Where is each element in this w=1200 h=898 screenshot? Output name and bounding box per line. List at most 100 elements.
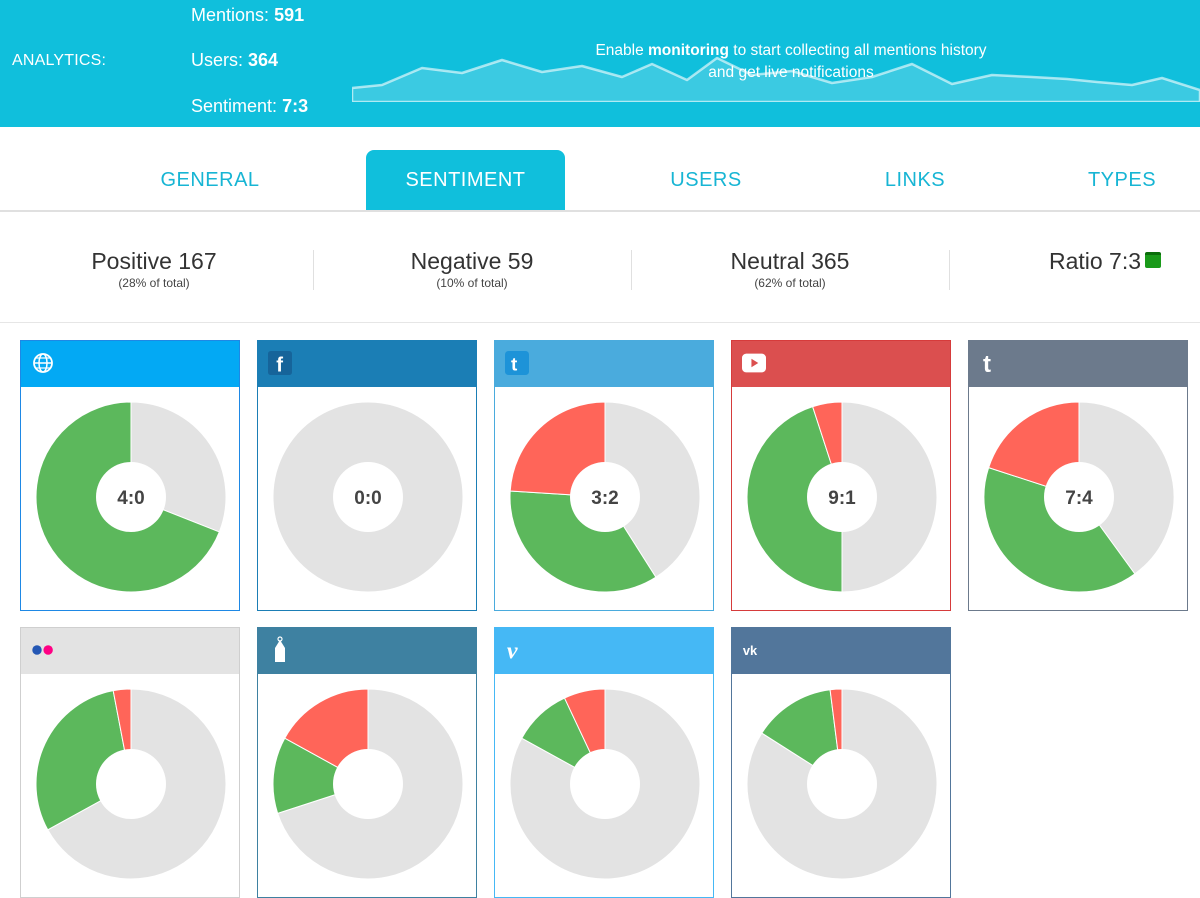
summary-divider [313, 250, 314, 290]
source-card-web[interactable]: 4:0 [20, 340, 240, 611]
facebook-icon: f [268, 351, 292, 376]
ratio-text: Ratio 7:3 [1048, 248, 1142, 274]
tab-types[interactable]: TYPES [1087, 169, 1157, 191]
neutral-segment [841, 401, 938, 593]
donut-hole [333, 749, 403, 819]
positive-segment [983, 467, 1136, 593]
neutral-segment [604, 401, 701, 578]
source-card-youtube[interactable]: 9:1 [731, 340, 951, 611]
neutral-summary: Neutral 365 (62% of total) [630, 248, 950, 290]
source-ratio-label: 9:1 [828, 488, 856, 509]
vimeo-icon: v [505, 638, 529, 662]
sentiment-donut-chart: 4:0 [35, 401, 227, 593]
source-card-tumblr[interactable]: t 7:4 [968, 340, 1188, 611]
source-card-header: v [495, 628, 713, 674]
users-stat: Users: 364 [191, 50, 278, 71]
source-card-twitter[interactable]: t 3:2 [494, 340, 714, 611]
donut-hole [570, 462, 640, 532]
analytics-banner: ANALYTICS: Mentions: 591 Users: 364 Sent… [0, 0, 1200, 127]
sentiment-label: Sentiment: [191, 96, 278, 116]
sentiment-donut-chart: 9:1 [746, 401, 938, 593]
negative-percent: (10% of total) [436, 276, 508, 290]
donut-hole [570, 749, 640, 819]
positive-summary: Positive 167 (28% of total) [0, 248, 314, 290]
forum-icon [268, 636, 292, 662]
monitoring-link[interactable]: monitoring [648, 42, 729, 59]
tab-general[interactable]: GENERAL [160, 169, 260, 191]
mentions-value: 591 [274, 5, 305, 25]
source-card-flickr[interactable] [20, 627, 240, 898]
cta-text-end: to start collecting all mentions history… [708, 42, 987, 81]
tab-links[interactable]: LINKS [884, 169, 946, 191]
cta-text-start: Enable [595, 42, 644, 59]
sentiment-donut-chart: 3:2 [509, 401, 701, 593]
source-card-header: vk [732, 628, 950, 674]
source-card-header: f [258, 341, 476, 387]
sentiment-donut-chart [272, 688, 464, 880]
tab-sentiment[interactable]: SENTIMENT [366, 150, 565, 210]
tumblr-icon: t [979, 351, 1003, 376]
negative-summary: Negative 59 (10% of total) [312, 248, 632, 290]
analytics-label: ANALYTICS: [12, 52, 107, 69]
donut-hole [1044, 462, 1114, 532]
sentiment-value: 7:3 [282, 96, 309, 116]
sentiment-summary: Positive 167 (28% of total) Negative 59 … [0, 212, 1200, 323]
negative-count: Negative 59 [410, 248, 534, 274]
globe-icon [31, 351, 55, 375]
mentions-label: Mentions: [191, 5, 270, 25]
source-card-facebook[interactable]: f 0:0 [257, 340, 477, 611]
sentiment-donut-chart [509, 688, 701, 880]
source-ratio-label: 7:4 [1065, 488, 1093, 509]
sentiment-donut-chart: 7:4 [983, 401, 1175, 593]
source-card-header [21, 341, 239, 387]
svg-text:f: f [276, 354, 283, 376]
mentions-stat: Mentions: 591 [191, 5, 304, 26]
source-card-forum[interactable] [257, 627, 477, 898]
neutral-percent: (62% of total) [754, 276, 826, 290]
donut-hole [96, 749, 166, 819]
positive-segment [509, 490, 657, 593]
positive-percent: (28% of total) [118, 276, 190, 290]
source-card-header: t [969, 341, 1187, 387]
source-card-vimeo[interactable]: v [494, 627, 714, 898]
source-card-header [21, 628, 239, 674]
summary-divider [949, 250, 950, 290]
source-card-header: t [495, 341, 713, 387]
tab-bar: GENERAL SENTIMENT USERS LINKS TYPES [0, 127, 1200, 212]
svg-text:t: t [983, 351, 991, 376]
donut-hole [807, 462, 877, 532]
svg-text:v: v [507, 638, 518, 662]
source-card-vk[interactable]: vk [731, 627, 951, 898]
youtube-icon [742, 351, 766, 375]
sentiment-donut-chart [35, 688, 227, 880]
donut-hole [333, 462, 403, 532]
neutral-segment [1078, 401, 1175, 575]
svg-text:t: t [511, 354, 518, 375]
summary-divider [631, 250, 632, 290]
ratio-value: Ratio 7:3 [945, 248, 1200, 275]
ratio-summary: Ratio 7:3 [945, 248, 1200, 275]
sentiment-stat: Sentiment: 7:3 [191, 96, 308, 117]
ratio-indicator-icon [1145, 251, 1162, 268]
mentions-sparkline [352, 56, 1200, 102]
tab-users[interactable]: USERS [670, 169, 742, 191]
source-ratio-label: 4:0 [117, 488, 144, 509]
svg-text:vk: vk [743, 643, 758, 658]
positive-count: Positive 167 [91, 248, 217, 274]
donut-hole [807, 749, 877, 819]
flickr-icon [31, 638, 55, 662]
donut-hole [96, 462, 166, 532]
neutral-count: Neutral 365 [730, 248, 850, 274]
source-ratio-label: 0:0 [354, 488, 381, 509]
sentiment-donut-chart: 0:0 [272, 401, 464, 593]
sentiment-donut-chart [746, 688, 938, 880]
monitoring-cta: Enable monitoring to start collecting al… [591, 40, 991, 84]
source-card-header [258, 628, 476, 674]
source-ratio-label: 3:2 [591, 488, 618, 509]
twitter-icon: t [505, 351, 529, 375]
users-label: Users: [191, 50, 244, 70]
source-card-header [732, 341, 950, 387]
positive-segment [746, 406, 843, 593]
vk-icon: vk [742, 638, 766, 662]
users-value: 364 [248, 50, 279, 70]
